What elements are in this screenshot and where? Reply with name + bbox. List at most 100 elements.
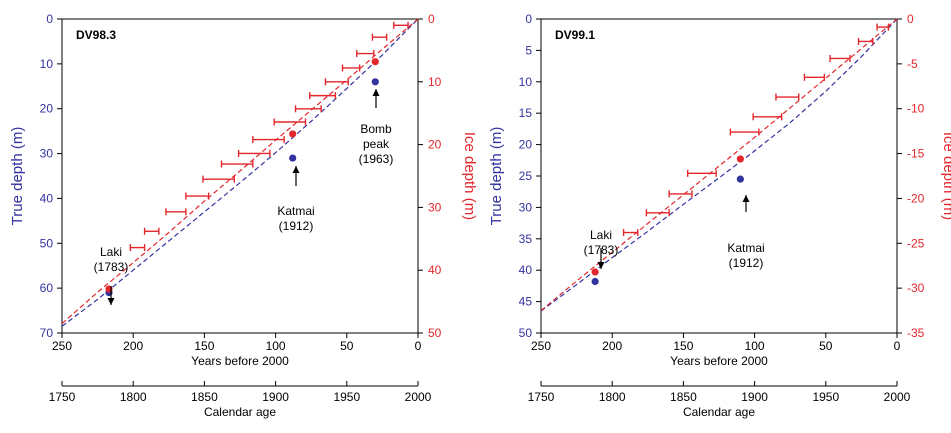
y2-tick-label: -10 (907, 102, 925, 116)
ice-depth-marker (736, 155, 744, 163)
y2-tick-label: -30 (907, 281, 925, 295)
true-depth-marker (591, 277, 599, 286)
y-axis-label: True depth (m) (488, 127, 505, 226)
arrowhead-icon (372, 89, 380, 96)
ice-depth-marker (591, 268, 599, 276)
error-bar (309, 92, 337, 100)
x-tick-label: 100 (266, 339, 286, 353)
x2-tick-label: 1900 (741, 390, 768, 404)
x-tick-label: 150 (194, 339, 214, 353)
x2-tick-label: 2000 (405, 390, 432, 404)
error-bar (237, 149, 271, 157)
x2-axis-label: Calendar age (683, 405, 755, 419)
panel-title: DV99.1 (555, 28, 595, 42)
y-tick-label: 30 (40, 147, 54, 161)
y-tick-label: 15 (519, 106, 533, 120)
x2-tick-label: 1800 (120, 390, 147, 404)
annotation-bomb-line: Bomb (360, 122, 392, 136)
y-tick-label: 5 (525, 43, 532, 57)
error-bar (294, 105, 322, 113)
y-tick-label: 45 (519, 295, 533, 309)
y2-tick-label: 0 (907, 12, 914, 26)
y2-axis-label: Ice depth (m) (461, 132, 478, 220)
x-tick-label: 250 (52, 339, 72, 353)
y2-tick-label: 0 (428, 12, 435, 26)
error-bar (729, 128, 760, 136)
annotation-laki-line: (1783) (94, 260, 129, 274)
error-bar (752, 113, 783, 121)
y2-tick-label: -25 (907, 236, 925, 250)
annotation-katmai-line: Katmai (277, 204, 314, 218)
x-tick-label: 250 (531, 339, 551, 353)
y-tick-label: 25 (519, 169, 533, 183)
arrowhead-icon (107, 298, 115, 305)
x-tick-label: 200 (123, 339, 143, 353)
error-bar (371, 33, 388, 41)
true-depth-curve (61, 18, 419, 327)
ice-depth-marker (371, 58, 379, 66)
error-bar (686, 169, 717, 177)
y-tick-label: 50 (519, 326, 533, 340)
y-tick-label: 60 (40, 281, 54, 295)
y-tick-label: 40 (519, 263, 533, 277)
x-tick-label: 0 (894, 339, 901, 353)
annotation-katmai-line: (1912) (729, 256, 764, 270)
error-bar (341, 64, 361, 72)
y-tick-label: 0 (525, 12, 532, 26)
y-axis-label: True depth (m) (9, 127, 26, 226)
y-tick-label: 10 (519, 75, 533, 89)
x-tick-label: 50 (340, 339, 354, 353)
y-tick-label: 20 (40, 102, 54, 116)
error-bar (393, 21, 409, 29)
error-bar (143, 227, 160, 235)
y2-tick-label: 10 (428, 75, 442, 89)
y-tick-label: 70 (40, 326, 54, 340)
y2-tick-label: -35 (907, 326, 925, 340)
x2-tick-label: 1950 (333, 390, 360, 404)
error-bar (622, 229, 639, 237)
ice-depth-curve (540, 18, 898, 312)
error-bar (356, 50, 375, 58)
y2-axis-label: Ice depth (m) (940, 132, 951, 220)
panel-dv991: DV99.1 0 5 10 15 20 25 30 35 40 45 50 0 -5 -10 -15 -20 -2… (488, 12, 951, 419)
y2-tick-label: 20 (428, 138, 442, 152)
error-bar (876, 23, 890, 31)
annotation-bomb-line: (1963) (359, 152, 394, 166)
error-bar (252, 136, 285, 144)
x2-tick-label: 1850 (670, 390, 697, 404)
x2-tick-label: 1950 (812, 390, 839, 404)
x-tick-label: 0 (415, 339, 422, 353)
error-bar (668, 190, 693, 198)
y2-tick-label: 40 (428, 263, 442, 277)
x-axis-label: Years before 2000 (191, 354, 289, 368)
x-tick-label: 100 (745, 339, 765, 353)
annotation-bomb-line: peak (363, 137, 390, 151)
y-tick-label: 35 (519, 232, 533, 246)
annotation-laki-line: (1783) (584, 243, 619, 257)
error-bar (185, 192, 210, 200)
ice-depth-curve (61, 18, 419, 325)
y2-tick-label: -20 (907, 191, 925, 205)
arrowhead-icon (742, 195, 750, 202)
x2-tick-label: 2000 (884, 390, 911, 404)
x2-tick-label: 1750 (49, 390, 76, 404)
panel-dv983: DV98.3 0 10 20 30 40 50 60 70 0 10 20 30 40 50 250 200 15… (9, 12, 478, 419)
y2-tick-label: 50 (428, 326, 442, 340)
error-bar (775, 93, 800, 101)
x-tick-label: 50 (819, 339, 833, 353)
x2-axis-label: Calendar age (204, 405, 276, 419)
arrowhead-icon (292, 166, 300, 173)
annotation-katmai-line: Katmai (727, 241, 764, 255)
ice-depth-marker (289, 130, 297, 138)
y-tick-label: 0 (46, 12, 53, 26)
y-tick-label: 20 (519, 138, 533, 152)
annotation-laki-line: Laki (100, 245, 122, 259)
x2-tick-label: 1750 (528, 390, 555, 404)
true-depth-marker (736, 175, 744, 183)
error-bar (273, 118, 307, 126)
panel-title: DV98.3 (76, 28, 116, 42)
x-tick-label: 200 (602, 339, 622, 353)
y-tick-label: 40 (40, 191, 54, 205)
